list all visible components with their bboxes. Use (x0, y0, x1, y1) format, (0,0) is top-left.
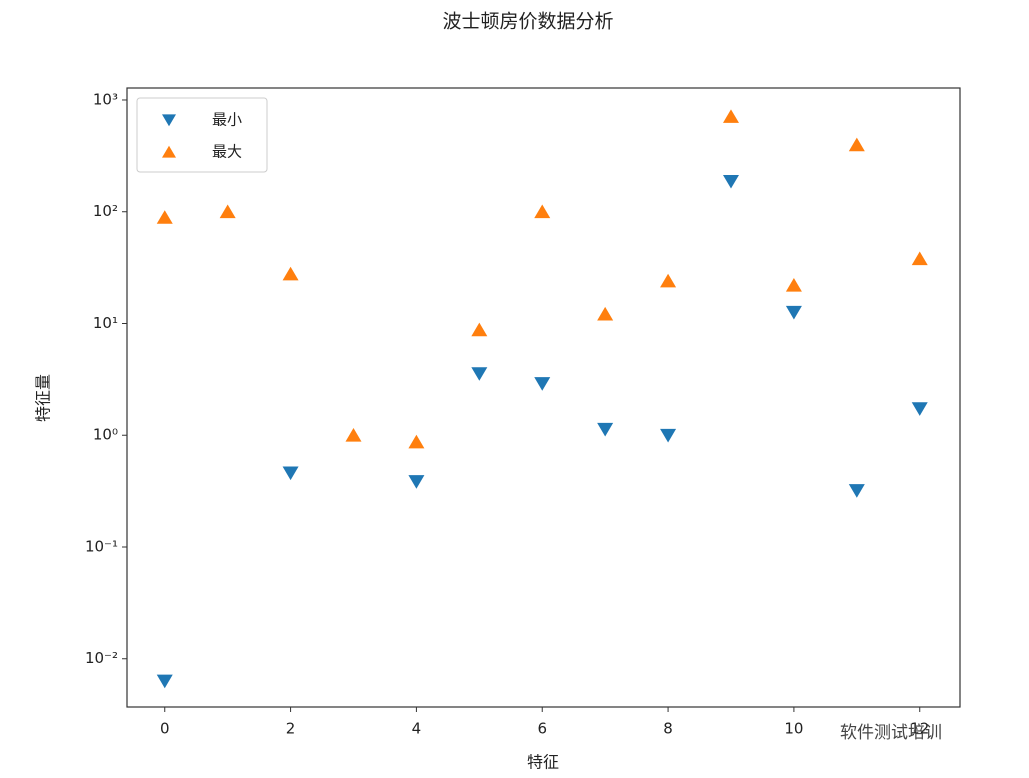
y-tick-label: 10² (93, 202, 118, 220)
point (911, 402, 928, 416)
point (156, 674, 173, 689)
x-tick-label: 0 (160, 720, 170, 738)
point (660, 273, 677, 288)
point (785, 305, 802, 320)
x-tick-label: 6 (537, 720, 547, 738)
point (345, 428, 362, 442)
point (156, 210, 173, 224)
point (911, 251, 928, 266)
x-tick-label: 4 (412, 720, 422, 738)
point (408, 434, 425, 449)
plot-frame (126, 87, 961, 708)
watermark: 软件测试培训 (840, 723, 942, 743)
point (722, 109, 739, 123)
x-tick-label: 8 (663, 720, 673, 738)
legend-marker (162, 114, 176, 127)
point (597, 422, 614, 437)
legend-box (136, 97, 268, 173)
point (408, 475, 425, 489)
x-tick-label: 12 (910, 720, 929, 738)
y-tick-label: 10¹ (93, 314, 118, 332)
y-tick-label: 10⁻² (85, 649, 118, 667)
point (722, 174, 739, 189)
x-tick-label: 2 (286, 720, 296, 738)
x-axis-label: 特征 (527, 753, 559, 772)
point (282, 266, 299, 281)
point (534, 377, 551, 391)
legend-label: 最小 (212, 111, 242, 129)
point (471, 367, 488, 381)
x-tick-label: 10 (784, 720, 803, 738)
point (534, 204, 551, 219)
chart-title: 波士顿房价数据分析 (442, 11, 613, 33)
point (282, 466, 299, 481)
point (219, 204, 236, 219)
point (848, 484, 865, 498)
point (597, 306, 614, 321)
point (660, 428, 677, 443)
legend-label: 最大 (212, 143, 242, 161)
point (848, 137, 865, 152)
y-axis-label: 特征量 (34, 374, 53, 422)
point (471, 322, 488, 337)
y-tick-label: 10⁻¹ (85, 537, 118, 555)
point (785, 278, 802, 292)
y-tick-label: 10⁰ (93, 426, 118, 444)
y-tick-label: 10³ (93, 90, 118, 108)
legend-marker (162, 145, 176, 158)
